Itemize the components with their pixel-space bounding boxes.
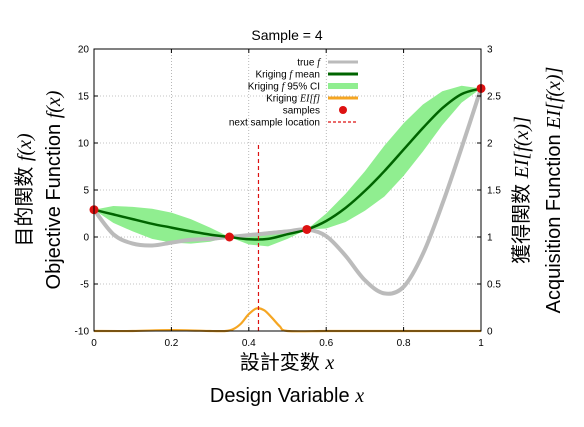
y-right-tick-label: 1 xyxy=(487,233,493,244)
svg-text:目的関数 f(x): 目的関数 f(x) xyxy=(13,133,36,247)
x-tick-label: 0.4 xyxy=(242,338,256,349)
sample-point xyxy=(224,232,234,242)
true-f-line xyxy=(92,87,483,296)
svg-text:Acquisition Function EI[f(x)]: Acquisition Function EI[f(x)] xyxy=(543,67,565,314)
y-right-tick-label: 0.5 xyxy=(487,280,501,291)
x-tick-label: 1 xyxy=(478,338,484,349)
y-left-tick-label: 15 xyxy=(78,92,90,103)
legend-label: next sample location xyxy=(229,118,320,129)
sample-point xyxy=(302,224,312,234)
y-left-tick-label: -5 xyxy=(80,280,89,291)
y-right-label-jp: 獲得関数 xyxy=(510,184,533,264)
legend-label: Kriging EI[f] xyxy=(266,94,320,105)
svg-text:Objective Function f(x): Objective Function f(x) xyxy=(43,90,65,289)
y-left-label-en: Objective Function xyxy=(43,124,65,290)
x-axis-label-sym-2: x xyxy=(354,385,364,407)
y-left-tick-label: 5 xyxy=(83,186,89,197)
legend-label: samples xyxy=(283,106,320,117)
x-axis-label-jp: 設計変数 xyxy=(240,351,320,374)
legend-label: Kriging f mean xyxy=(256,70,320,81)
x-tick-label: 0.8 xyxy=(397,338,411,349)
y-left-label-sym-2: f(x) xyxy=(43,90,65,118)
y-right-label-en: Acquisition Function xyxy=(543,134,565,313)
y-right-tick-label: 0 xyxy=(487,327,493,338)
x-tick-label: 0.6 xyxy=(319,338,333,349)
y-right-tick-label: 1.5 xyxy=(487,186,501,197)
y-left-label-sym: f(x) xyxy=(14,133,36,161)
legend-swatch xyxy=(339,106,347,114)
x-axis-label-en: Design Variable xyxy=(210,385,350,407)
legend-label: Kriging f 95% CI xyxy=(248,82,320,93)
ei-line xyxy=(93,307,481,333)
kriging-ci-band xyxy=(94,85,481,247)
x-axis-label: 設計変数 x Design Variable x xyxy=(210,351,364,407)
svg-text:Design Variable x: Design Variable x xyxy=(210,385,364,407)
legend-swatch xyxy=(328,83,358,89)
y-right-tick-label: 2 xyxy=(487,139,493,150)
y-left-tick-label: 20 xyxy=(78,45,90,56)
y-left-tick-label: 0 xyxy=(83,233,89,244)
y-left-tick-label: 10 xyxy=(78,139,90,150)
y-right-label-sym: EI[f(x)] xyxy=(511,116,533,179)
legend-label: true f xyxy=(297,58,321,69)
x-axis-label-sym: x xyxy=(324,352,334,374)
y-right-label-sym-2: EI[f(x)] xyxy=(543,67,565,130)
svg-text:獲得関数 EI[f(x)]: 獲得関数 EI[f(x)] xyxy=(510,116,533,264)
x-tick-label: 0 xyxy=(91,338,97,349)
y-left-tick-label: -10 xyxy=(75,327,90,338)
y-axis-right-label: 獲得関数 EI[f(x)] Acquisition Function EI[f(… xyxy=(510,67,565,314)
y-right-tick-label: 3 xyxy=(487,45,493,56)
x-tick-label: 0.2 xyxy=(164,338,178,349)
plot-area: 0 0.2 0.4 0.6 0.8 1 -10 -5 0 5 10 15 20 0 0.5 1 1.5 2 2.5 3… xyxy=(75,45,502,350)
y-axis-left-label: 目的関数 f(x) Objective Function f(x) xyxy=(13,90,65,289)
svg-text:設計変数 x: 設計変数 x xyxy=(240,351,335,374)
y-right-tick-label: 2.5 xyxy=(487,92,501,103)
chart-title: Sample = 4 xyxy=(251,27,322,43)
y-left-label-jp: 目的関数 xyxy=(13,167,36,247)
kriging-mean-line xyxy=(93,87,482,241)
